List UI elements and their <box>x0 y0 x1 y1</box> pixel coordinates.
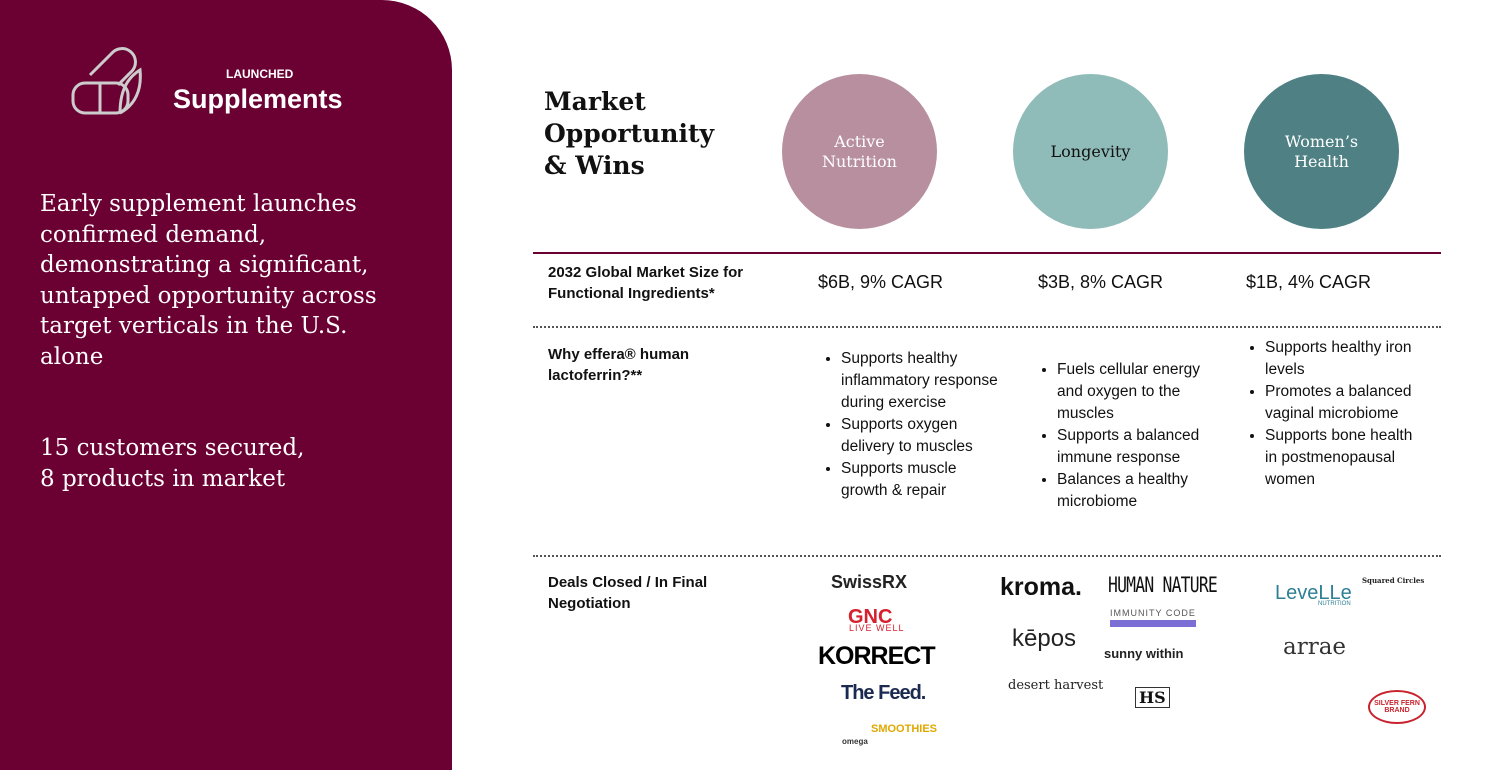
bullet: Balances a healthy microbiome <box>1057 469 1217 513</box>
divider <box>533 252 1441 254</box>
market-value: $3B, 8% CAGR <box>1038 272 1164 292</box>
divider <box>533 555 1441 557</box>
market-value: $6B, 9% CAGR <box>818 272 944 292</box>
logo: IMMUNITY CODE <box>1110 608 1196 627</box>
segment: Longevity <box>1013 74 1168 229</box>
bullet: Supports bone health in postmenopausal w… <box>1265 425 1425 491</box>
logo: desert harvest <box>1008 678 1104 693</box>
logo: Squared Circles <box>1362 576 1425 585</box>
bullet: Supports muscle growth & repair <box>841 458 1001 502</box>
bullet: Supports healthy inflammatory response d… <box>841 348 1001 414</box>
segment: Active Nutrition <box>782 74 937 229</box>
logo: kroma. <box>1000 573 1082 601</box>
logo: NUTRITION <box>1318 601 1351 607</box>
row-label: Deals Closed / In Final Negotiation <box>548 574 708 612</box>
logo: SILVER FERN BRAND <box>1368 690 1426 724</box>
bullet-list: Supports healthy inflammatory response d… <box>817 348 1001 502</box>
bullet: Promotes a balanced vaginal microbiome <box>1265 381 1425 425</box>
bullet: Supports healthy iron levels <box>1265 337 1425 381</box>
segment: Women’s Health <box>1244 74 1399 229</box>
bullet: Supports oxygen delivery to muscles <box>841 414 1001 458</box>
bullet: Supports a balanced immune response <box>1057 425 1217 469</box>
logo: The Feed. <box>841 682 926 704</box>
description: Early supplement launches confirmed dema… <box>40 191 377 370</box>
main-title: Market Opportunity & Wins <box>544 87 715 180</box>
divider <box>533 326 1441 328</box>
icon <box>71 47 142 115</box>
logo: HS <box>1135 687 1170 708</box>
logo: HUMAN NATURE <box>1108 573 1218 597</box>
market-value: $1B, 4% CAGR <box>1246 272 1372 292</box>
logo: KORRECT <box>818 642 936 670</box>
logo: LeveLLe <box>1275 582 1352 604</box>
bullet-list: Fuels cellular energy and oxygen to the … <box>1033 359 1217 513</box>
logo: omega <box>842 737 868 746</box>
logo: GNC <box>848 606 893 628</box>
bullet-list: Supports healthy iron levelsPromotes a b… <box>1241 337 1425 491</box>
logo: LIVE WELL <box>849 623 905 633</box>
logo: sunny within <box>1104 646 1184 661</box>
title: Supplements <box>173 84 343 114</box>
logo: arrae <box>1283 634 1347 660</box>
stat-line: 15 customers secured, <box>40 435 305 461</box>
stat-line: 8 products in market <box>40 465 286 492</box>
sidebar: LAUNCHED Supplements Early supplement la… <box>0 0 452 770</box>
logo: kēpos <box>1012 625 1077 652</box>
row-label: 2032 Global Market Size for Functional I… <box>548 264 744 302</box>
row-label: Why effera® human lactoferrin?** <box>548 346 690 384</box>
logo: SMOOTHIES <box>871 723 938 735</box>
bullet: Fuels cellular energy and oxygen to the … <box>1057 359 1217 425</box>
tag: LAUNCHED <box>226 67 294 81</box>
logo: SwissRX <box>831 572 908 592</box>
stats: 15 customers secured, 8 products in mark… <box>40 433 304 494</box>
